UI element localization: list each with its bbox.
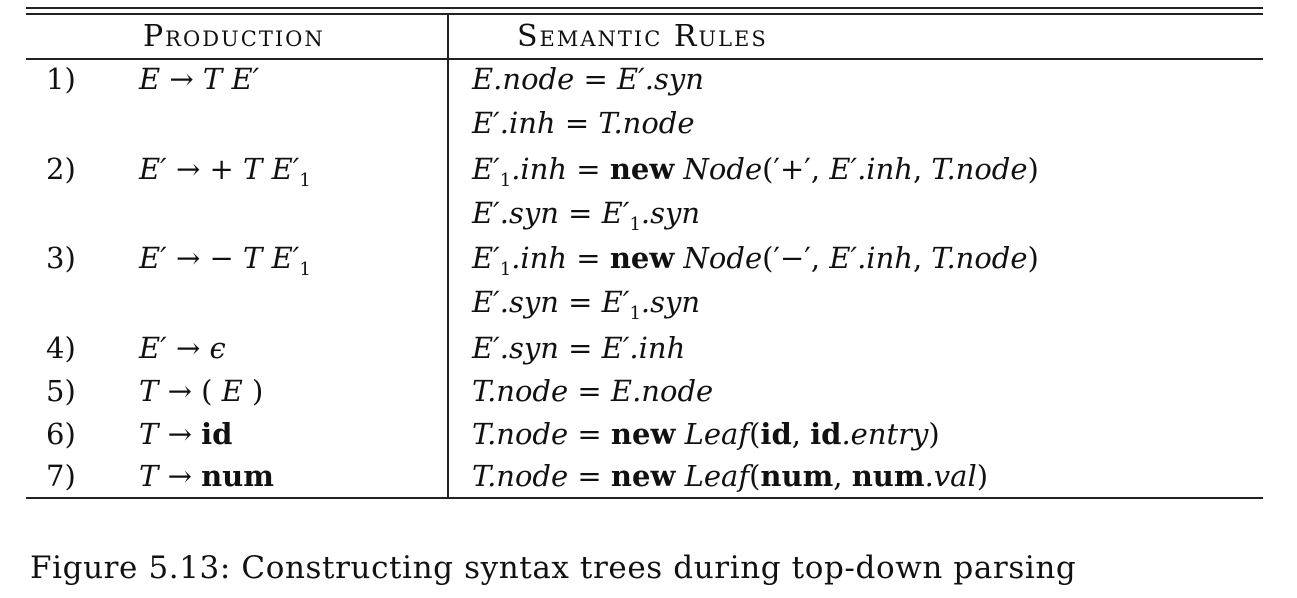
rule-line: E′1.inh = new Node(′−′, E′.inh, T.node) xyxy=(472,241,1039,280)
production: T → id xyxy=(139,417,233,451)
semantic-rules: T.node = new Leaf(id, id.entry) xyxy=(472,417,940,451)
semantic-rules: E′.syn = E′.inh xyxy=(472,331,686,365)
production: E′ → ϵ xyxy=(139,331,226,365)
row-number: 4) xyxy=(46,331,76,365)
column-divider xyxy=(447,14,449,499)
production: T → num xyxy=(139,459,274,493)
rule-line: E′.syn = E′1.syn xyxy=(472,285,701,324)
header-rule xyxy=(26,58,1263,60)
production: E′ → + T E′1 xyxy=(139,152,311,191)
production: E′ → − T E′1 xyxy=(139,241,311,280)
rule-line: E′.inh = T.node xyxy=(472,106,695,140)
row-number: 1) xyxy=(46,62,76,96)
row-number: 2) xyxy=(46,152,76,186)
semantic-rules: E.node = E′.syn E′.inh = T.node xyxy=(472,57,704,145)
rule-line: E′.syn = E′1.syn xyxy=(472,196,701,235)
table-top-rule-2 xyxy=(26,13,1263,15)
table-bottom-rule xyxy=(26,497,1263,499)
figure-caption: Figure 5.13: Constructing syntax trees d… xyxy=(30,550,1077,586)
semantic-rules: T.node = new Leaf(num, num.val) xyxy=(472,459,989,493)
header-production: Production xyxy=(143,19,325,54)
semantic-rules: T.node = E.node xyxy=(472,374,714,408)
semantic-rules: E′1.inh = new Node(′+′, E′.inh, T.node) … xyxy=(472,147,1039,235)
table-top-rule-1 xyxy=(26,7,1263,9)
row-number: 5) xyxy=(46,374,76,408)
row-number: 6) xyxy=(46,417,76,451)
header-semantic-rules: Semantic Rules xyxy=(517,19,768,54)
row-number: 7) xyxy=(46,459,76,493)
production: E → T E′ xyxy=(139,62,260,96)
production: T → ( E ) xyxy=(139,374,264,408)
semantic-rules: E′1.inh = new Node(′−′, E′.inh, T.node) … xyxy=(472,236,1039,324)
row-number: 3) xyxy=(46,241,76,275)
rule-line: E.node = E′.syn xyxy=(472,62,704,96)
rule-line: E′1.inh = new Node(′+′, E′.inh, T.node) xyxy=(472,152,1039,191)
